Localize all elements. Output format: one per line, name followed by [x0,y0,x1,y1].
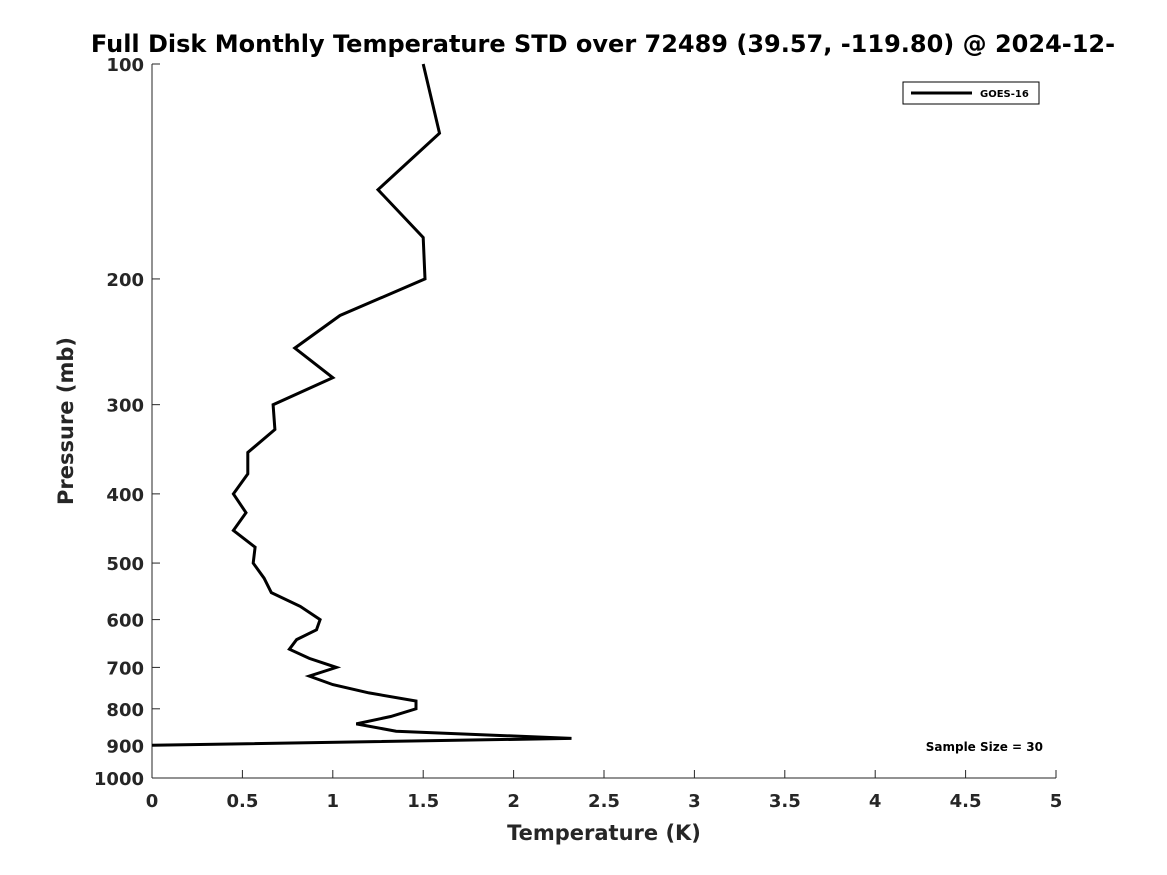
y-tick-label: 500 [106,554,144,575]
y-ticks: 100 200 300 400 500 600 700 800 900 1000 [94,55,160,790]
y-axis-label: Pressure (mb) [54,337,78,505]
x-tick-label: 4.5 [950,791,982,812]
y-tick-label: 100 [106,55,144,76]
chart-title: Full Disk Monthly Temperature STD over 7… [91,30,1115,58]
x-axis-label: Temperature (K) [507,821,701,845]
y-tick-label: 700 [106,658,144,679]
axes [151,64,1056,779]
x-tick-label: 0 [146,791,159,812]
y-tick-label: 800 [106,700,144,721]
legend-label: GOES-16 [980,89,1029,100]
series-layer [151,63,572,747]
x-tick-label: 4 [869,791,882,812]
y-tick-label: 400 [106,485,144,506]
x-tick-label: 5 [1050,791,1063,812]
x-tick-label: 2.5 [588,791,620,812]
x-ticks: 0 0.5 1 1.5 2 2.5 3 3.5 4 4.5 5 [146,770,1063,812]
x-tick-label: 1 [327,791,340,812]
series-line-goes-16 [151,63,572,747]
x-tick-label: 2 [507,791,520,812]
x-tick-label: 3.5 [769,791,801,812]
y-tick-label: 1000 [94,769,144,790]
y-tick-label: 900 [106,736,144,757]
y-tick-label: 200 [106,270,144,291]
legend: GOES-16 [902,81,1040,105]
y-tick-label: 300 [106,396,144,417]
sample-size-annotation: Sample Size = 30 [926,740,1043,754]
y-tick-label: 600 [106,611,144,632]
x-tick-label: 1.5 [407,791,439,812]
x-tick-label: 0.5 [226,791,258,812]
x-tick-label: 3 [688,791,701,812]
